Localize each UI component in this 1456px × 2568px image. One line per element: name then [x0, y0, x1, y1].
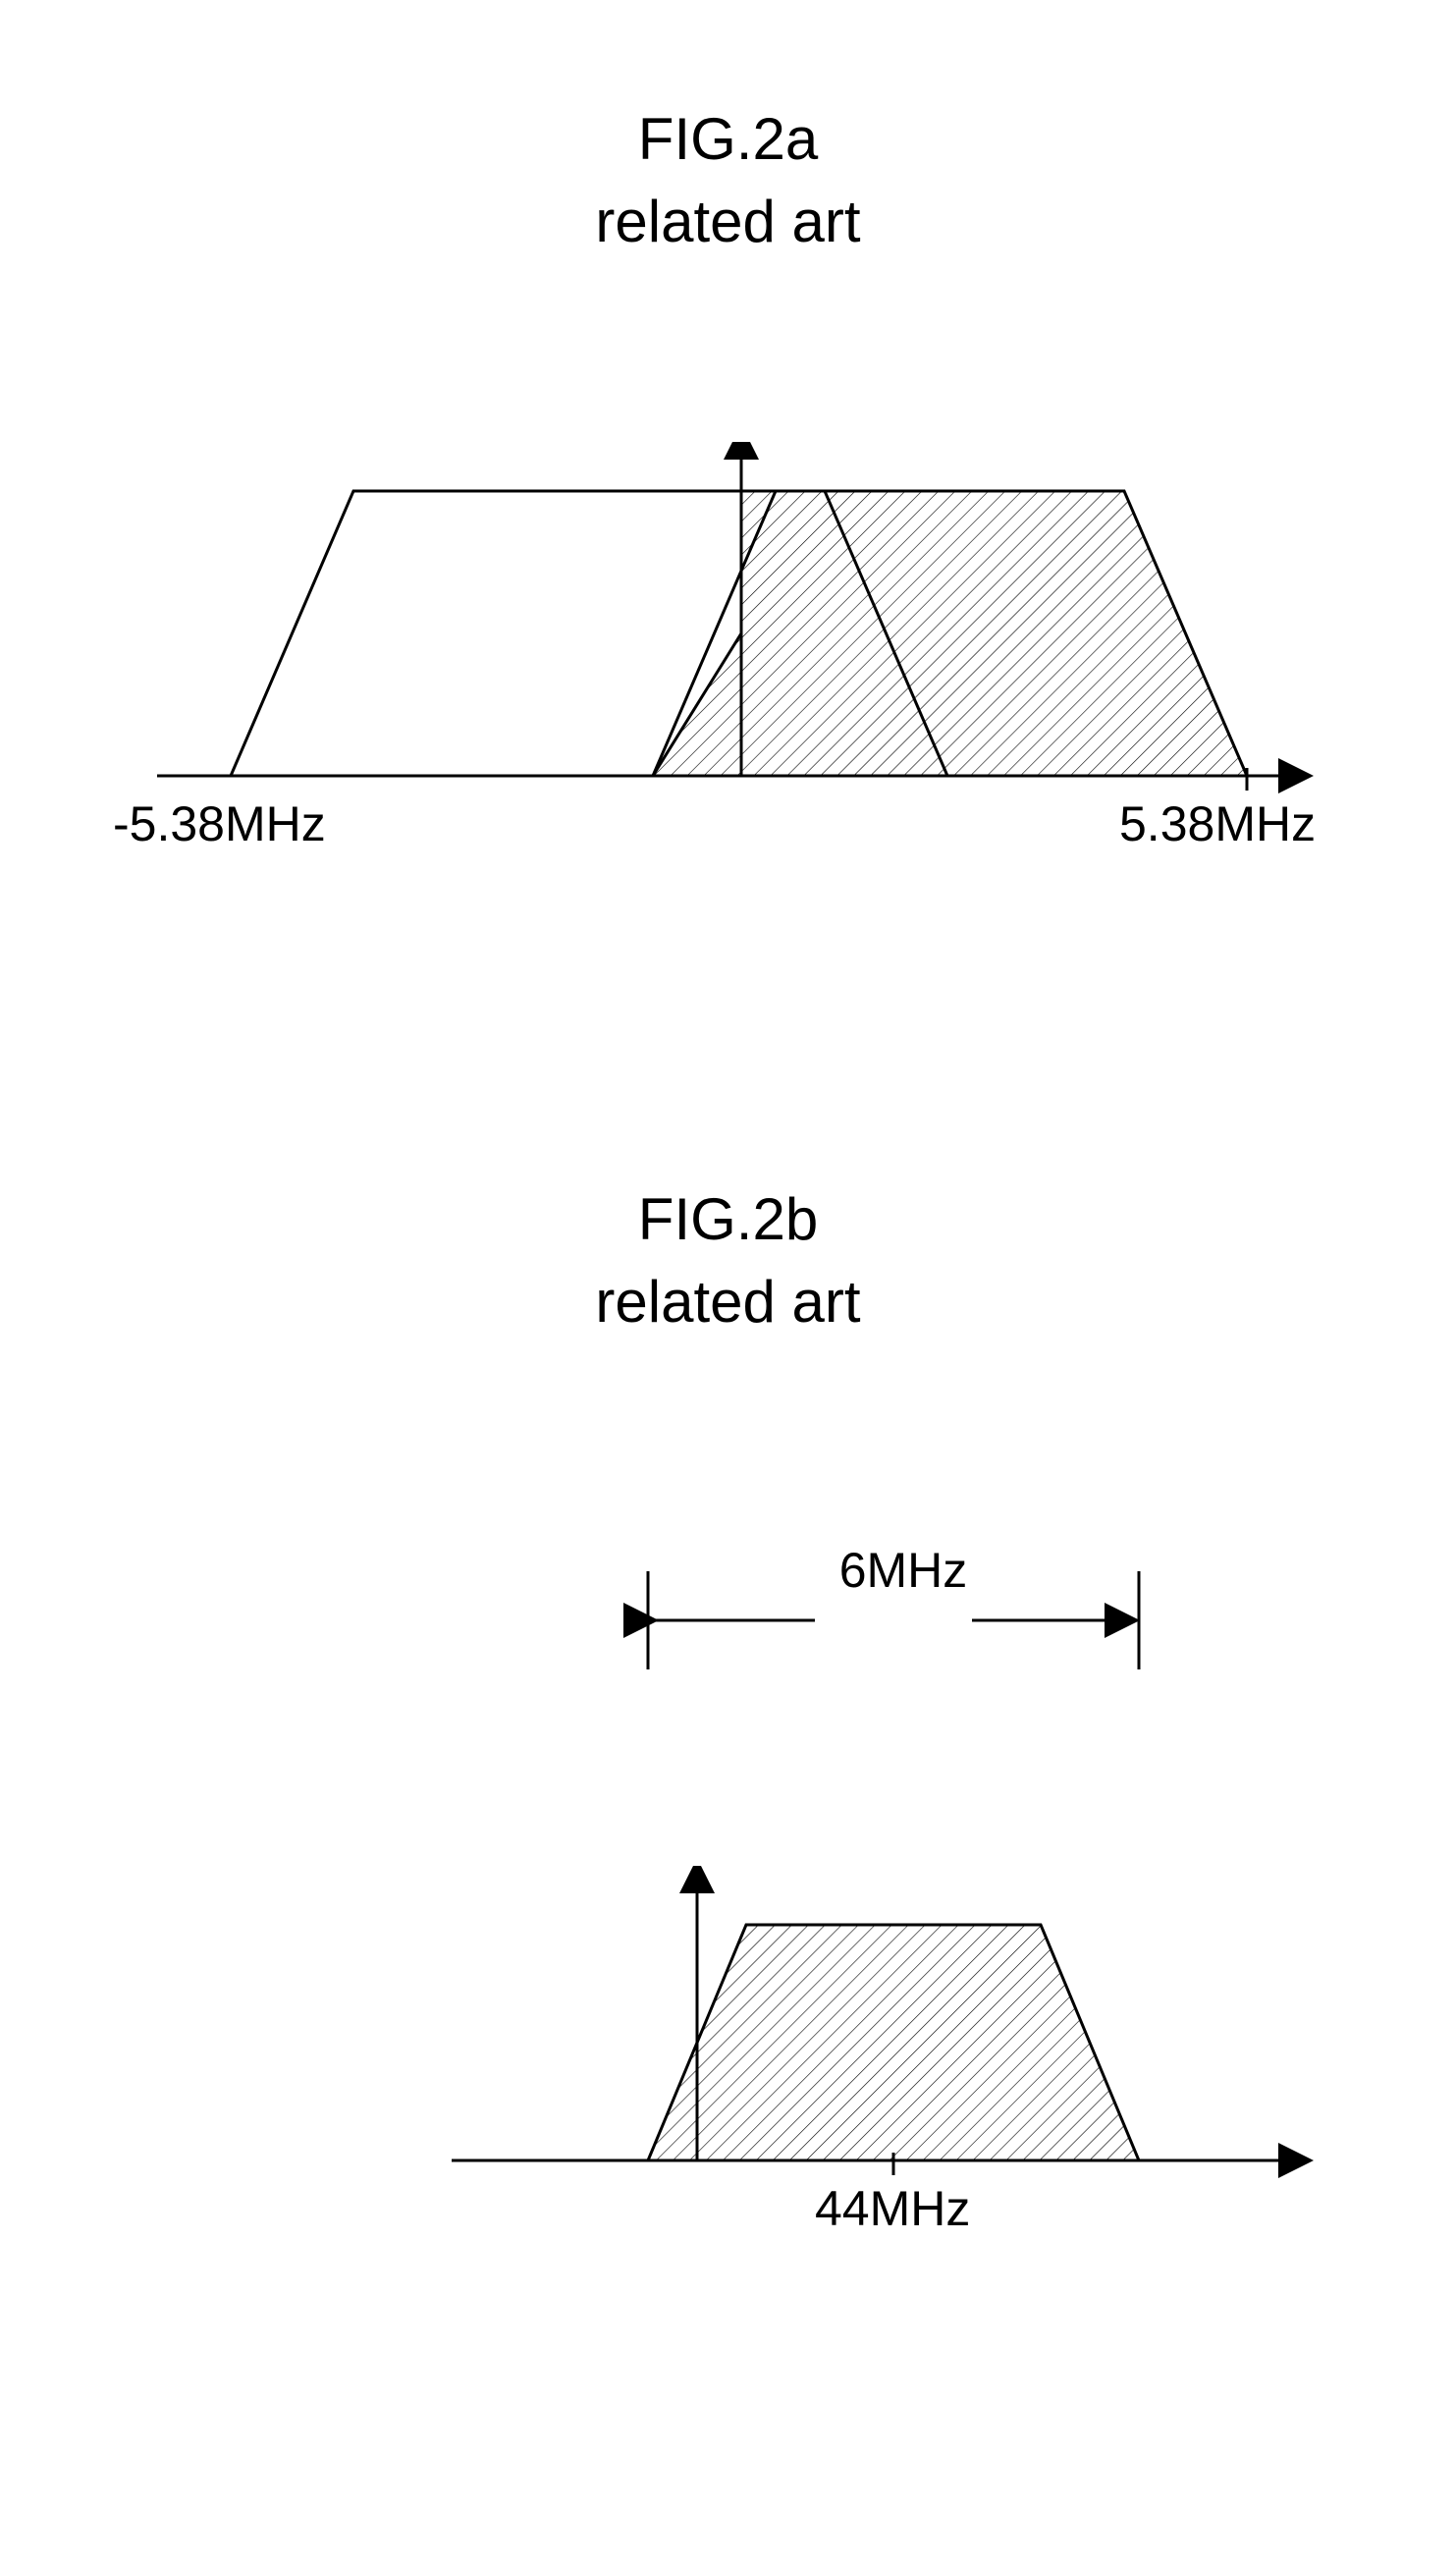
figure-a-right-label: 5.38MHz: [1119, 795, 1316, 852]
figure-b-bandwidth-label: 6MHz: [825, 1542, 982, 1599]
figure-b-title-line2: related art: [0, 1261, 1456, 1343]
figure-b-title-line1: FIG.2b: [0, 1178, 1456, 1261]
figure-b-chart: 44MHz: [334, 1866, 1316, 2224]
figure-b-center-label: 44MHz: [815, 2180, 970, 2237]
figure-a-left-label: -5.38MHz: [113, 795, 326, 852]
figure-a-title-line1: FIG.2a: [0, 98, 1456, 181]
figure-a-title-line2: related art: [0, 181, 1456, 263]
figure-a-title-block: FIG.2a related art: [0, 98, 1456, 263]
figure-b-svg: [334, 1866, 1316, 2219]
figure-a-svg: [137, 442, 1316, 835]
figure-a-chart: -5.38MHz 5.38MHz: [137, 442, 1316, 840]
figure-b-title-block: FIG.2b related art: [0, 1178, 1456, 1343]
